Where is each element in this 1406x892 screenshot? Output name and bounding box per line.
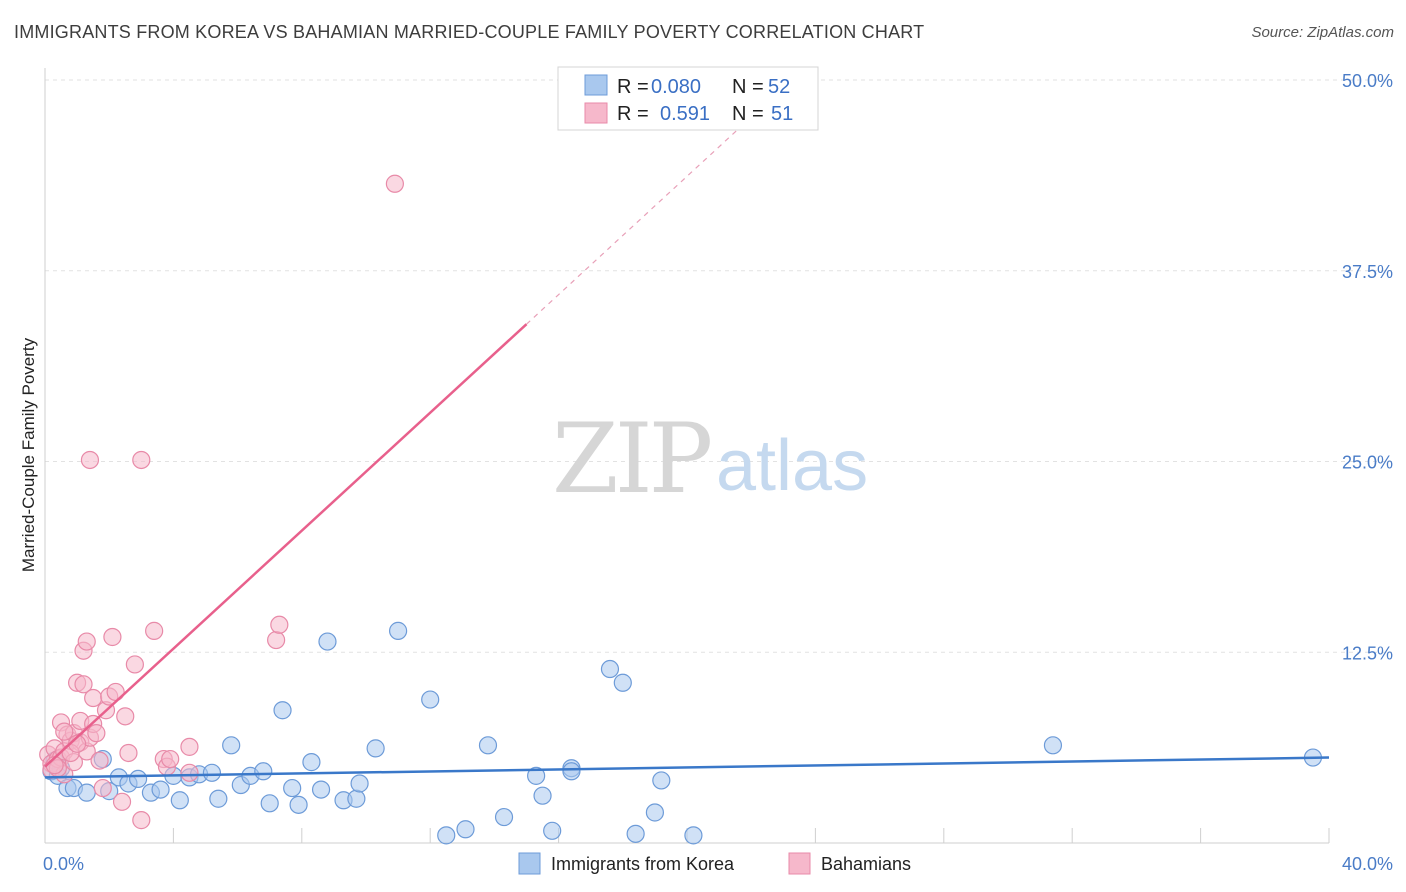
bahamian-point-36	[145, 621, 164, 640]
korea-point-27	[289, 795, 308, 814]
bahamian-point-32	[119, 743, 138, 763]
x-tick-label-0: 0.0%	[43, 854, 84, 874]
korea-point-36	[421, 690, 440, 709]
legend-n-value-bahamian: 51	[771, 103, 793, 125]
korea-point-43	[543, 821, 562, 840]
source-label: Source: ZipAtlas.com	[1251, 24, 1394, 41]
legend-swatch-korea	[584, 74, 608, 96]
y-tick-labels: 12.5% 25.0% 37.5% 50.0%	[1342, 71, 1393, 663]
korea-point-47	[613, 673, 632, 692]
korea-point-32	[347, 789, 366, 808]
bahamian-point-21	[84, 688, 103, 708]
legend-r-label-bahamian: R =	[617, 103, 649, 125]
bahamian-point-19	[77, 632, 96, 651]
korea-point-35	[389, 621, 408, 640]
top-legend: R = 0.080 N = 52 R = 0.591 N = 51	[557, 66, 819, 131]
korea-point-41	[527, 766, 546, 785]
korea-point-40	[494, 807, 514, 827]
x-tick-labels: 0.0% 40.0%	[43, 854, 1393, 874]
korea-point-23	[254, 762, 273, 781]
bahamian-point-35	[132, 450, 151, 470]
korea-point-52	[1043, 736, 1063, 755]
korea-point-34	[366, 739, 385, 758]
watermark-atlas: atlas	[716, 426, 868, 506]
bahamian-point-34	[132, 811, 151, 830]
bahamian-point-44	[385, 174, 404, 193]
korea-point-33	[350, 774, 369, 793]
bottom-legend-label-bahamian: Bahamians	[821, 854, 911, 874]
legend-r-value-korea: 0.080	[651, 76, 701, 98]
korea-point-13	[151, 780, 170, 799]
korea-point-20	[222, 736, 241, 755]
grid-lines	[45, 79, 1392, 653]
y-tick-label-1: 25.0%	[1342, 453, 1393, 473]
bahamian-point-40	[180, 737, 199, 756]
legend-swatch-bahamian	[584, 102, 608, 124]
chart-title: IMMIGRANTS FROM KOREA VS BAHAMIAN MARRIE…	[14, 22, 925, 42]
bahamian-trend-line	[44, 323, 528, 768]
bottom-legend: Immigrants from Korea Bahamians	[518, 852, 911, 875]
bahamian-point-39	[161, 749, 180, 769]
korea-point-50	[652, 771, 671, 790]
korea-point-11	[128, 769, 148, 789]
bahamian-point-45	[80, 450, 100, 470]
korea-point-26	[283, 778, 302, 798]
korea-point-6	[77, 783, 96, 802]
legend-r-label-korea: R =	[617, 76, 649, 98]
bahamian-point-50	[55, 722, 74, 741]
bahamian-point-41	[180, 763, 199, 782]
x-tick-label-1: 40.0%	[1342, 854, 1393, 874]
series-bahamian-points	[39, 174, 404, 830]
bahamian-point-23	[87, 724, 106, 743]
legend-r-value-bahamian: 0.591	[660, 103, 710, 125]
bahamian-point-30	[112, 792, 132, 811]
y-tick-label-2: 37.5%	[1342, 262, 1393, 282]
bahamian-point-25	[93, 778, 112, 798]
y-tick-label-3: 50.0%	[1342, 71, 1393, 91]
bottom-legend-label-korea: Immigrants from Korea	[551, 854, 735, 874]
watermark-zip: ZIP	[552, 403, 711, 515]
series-korea-points	[42, 621, 1323, 845]
korea-point-42	[533, 786, 552, 805]
legend-n-label-bahamian: N =	[732, 103, 764, 125]
korea-point-49	[645, 803, 665, 822]
korea-point-39	[478, 736, 498, 755]
korea-point-29	[311, 780, 331, 799]
bahamian-point-42	[267, 630, 286, 650]
bahamian-point-28	[103, 627, 122, 647]
korea-point-25	[273, 701, 292, 720]
korea-point-15	[170, 791, 189, 810]
legend-n-value-korea: 52	[768, 76, 790, 98]
korea-trend-line	[44, 756, 1330, 779]
bottom-legend-swatch-bahamian	[788, 852, 811, 875]
bahamian-point-31	[116, 707, 135, 726]
legend-n-label-korea: N =	[732, 76, 764, 98]
korea-point-18	[202, 763, 222, 782]
y-axis-title: Married-Couple Family Poverty	[19, 337, 38, 572]
korea-point-28	[302, 753, 321, 772]
y-tick-label-0: 12.5%	[1342, 643, 1393, 663]
korea-point-45	[562, 762, 581, 781]
korea-point-38	[456, 820, 475, 839]
korea-point-37	[437, 826, 456, 845]
bahamian-point-24	[90, 751, 109, 770]
korea-point-48	[626, 824, 645, 843]
korea-point-30	[318, 632, 337, 651]
korea-point-19	[209, 789, 228, 808]
watermark: ZIP atlas	[552, 403, 868, 515]
korea-point-24	[260, 794, 279, 813]
bahamian-point-17	[74, 675, 93, 694]
bottom-legend-swatch-korea	[518, 852, 541, 875]
korea-point-51	[684, 826, 703, 845]
korea-point-46	[600, 659, 620, 679]
bahamian-point-43	[270, 615, 289, 634]
bahamian-point-33	[125, 655, 144, 674]
